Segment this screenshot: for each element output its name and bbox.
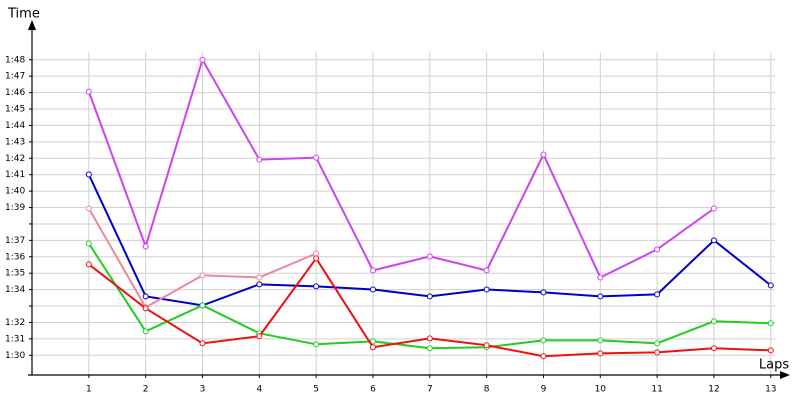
data-point [483, 267, 490, 274]
data-point [654, 340, 661, 347]
x-axis-arrow [780, 371, 790, 379]
data-point [426, 335, 433, 342]
x-tick-label: 3 [200, 385, 206, 395]
x-tick-label: 5 [313, 385, 319, 395]
data-point [426, 345, 433, 352]
data-point [369, 286, 376, 293]
data-point [710, 318, 717, 325]
y-tick-label: 1:46 [5, 88, 25, 98]
data-point [256, 274, 263, 281]
x-tick-label: 6 [370, 385, 376, 395]
x-tick-label: 12 [708, 385, 719, 395]
data-point [142, 243, 149, 250]
y-tick-label: 1:39 [5, 203, 25, 213]
data-point [85, 240, 92, 247]
data-point [313, 154, 320, 161]
data-point [85, 261, 92, 268]
y-tick-label: 1:35 [5, 269, 25, 279]
data-point [597, 293, 604, 300]
x-axis-title: Laps [759, 358, 789, 373]
data-point [256, 333, 263, 340]
y-tick-label: 1:37 [5, 236, 25, 246]
data-point [540, 337, 547, 344]
x-tick-label: 4 [256, 385, 262, 395]
data-point [142, 328, 149, 335]
y-tick-label: 1:40 [5, 187, 25, 197]
data-point [85, 171, 92, 178]
x-tick-label: 1 [86, 385, 92, 395]
data-point [710, 237, 717, 244]
data-point [369, 267, 376, 274]
data-point [710, 205, 717, 212]
data-point [540, 151, 547, 158]
y-axis-title: Time [7, 7, 40, 22]
data-point [256, 156, 263, 163]
x-tick-label: 8 [484, 385, 490, 395]
data-point [313, 283, 320, 290]
x-tick-label: 13 [765, 385, 776, 395]
data-point [597, 350, 604, 357]
y-tick-label: 1:41 [5, 170, 25, 180]
grid [32, 52, 775, 375]
x-tick-label: 9 [541, 385, 547, 395]
data-point [142, 305, 149, 312]
data-point [142, 293, 149, 300]
data-point [483, 342, 490, 349]
data-point [483, 286, 490, 293]
y-tick-label: 1:31 [5, 334, 25, 344]
data-point [426, 253, 433, 260]
x-tick-label: 11 [651, 385, 662, 395]
x-tick-label: 7 [427, 385, 433, 395]
data-point [85, 88, 92, 95]
data-point [767, 282, 774, 289]
data-point [256, 281, 263, 288]
y-tick-label: 1:45 [5, 105, 25, 115]
y-tick-label: 1:34 [5, 285, 25, 295]
data-point [654, 291, 661, 298]
data-point [654, 246, 661, 253]
data-point [654, 349, 661, 356]
data-point [426, 293, 433, 300]
y-tick-label: 1:30 [5, 351, 25, 361]
y-tick-label: 1:32 [5, 318, 25, 328]
data-point [85, 205, 92, 212]
data-point [369, 344, 376, 351]
data-point [369, 338, 376, 345]
data-point [767, 320, 774, 327]
data-point [710, 345, 717, 352]
y-axis-arrow [28, 20, 36, 30]
data-point [313, 341, 320, 348]
data-point [540, 289, 547, 296]
x-tick-label: 10 [595, 385, 607, 395]
data-point [199, 56, 206, 63]
y-tick-label: 1:43 [5, 137, 25, 147]
series-line [87, 57, 715, 279]
x-tick-label: 2 [143, 385, 149, 395]
data-point [597, 274, 604, 281]
y-tick-label: 1:36 [5, 252, 25, 262]
data-point [199, 340, 206, 347]
data-point [199, 272, 206, 279]
y-tick-label: 1:48 [5, 55, 25, 65]
data-point [313, 250, 320, 257]
y-tick-label: 1:44 [5, 121, 25, 131]
data-point [540, 353, 547, 360]
data-point [313, 255, 320, 262]
data-point [597, 337, 604, 344]
y-tick-label: 1:42 [5, 154, 25, 164]
data-point [767, 347, 774, 354]
data-point [199, 302, 206, 309]
y-tick-label: 1:47 [5, 72, 25, 82]
